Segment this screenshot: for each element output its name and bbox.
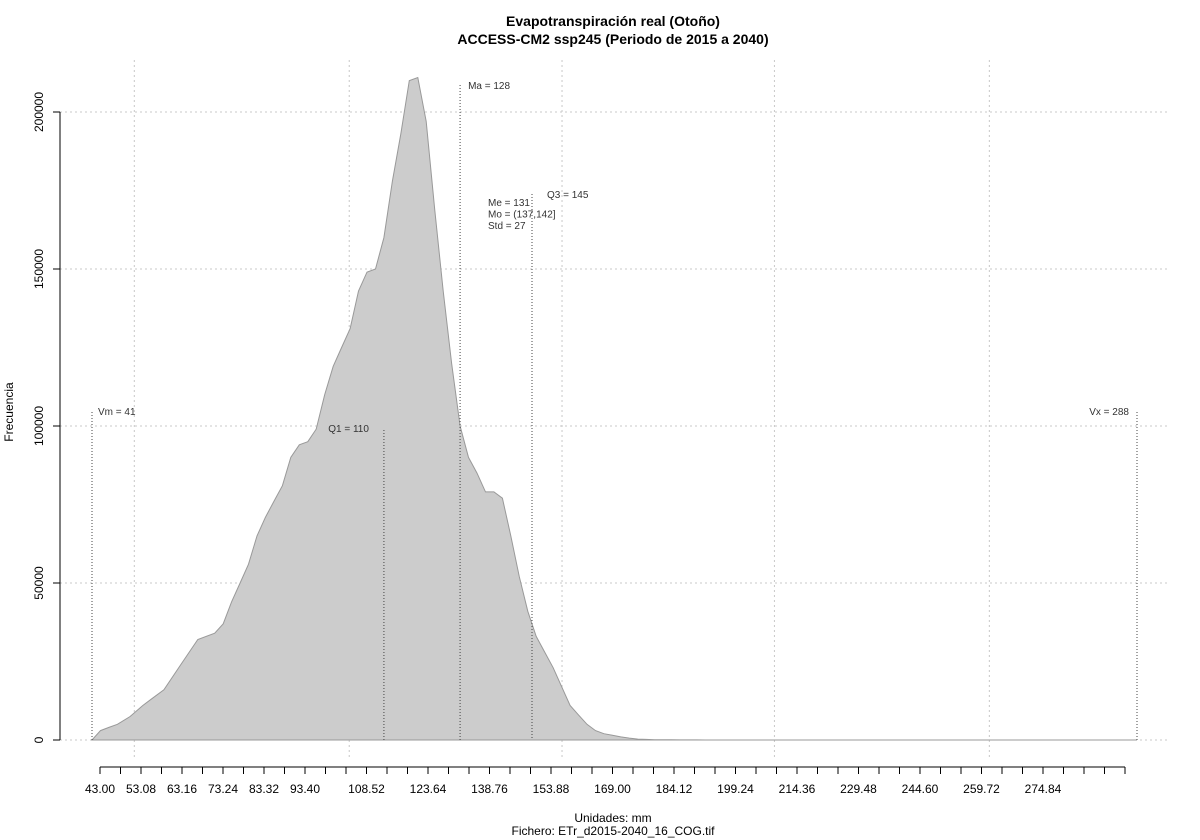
x-tick-label: 43.00: [85, 782, 115, 796]
x-tick-label: 274.84: [1025, 782, 1062, 796]
axes: 0 50000 100000 150000 200000 43.00 53.08 63.16 7…: [32, 92, 1126, 796]
density-area: [90, 76, 1137, 741]
x-tick-label: 169.00: [594, 782, 631, 796]
stat-label: Me = 131: [488, 198, 530, 209]
x-tick-label: 83.32: [249, 782, 279, 796]
x-tick-label: 199.24: [717, 782, 754, 796]
chart-subtitle: ACCESS-CM2 ssp245 (Periodo de 2015 a 204…: [457, 31, 768, 47]
x-tick-label: 108.52: [348, 782, 385, 796]
x-tick-label: 63.16: [167, 782, 197, 796]
marker-label: Vm = 41: [98, 407, 136, 418]
x-axis-label: Unidades: mm: [574, 811, 651, 825]
x-tick-label: 184.12: [656, 782, 693, 796]
x-tick-label: 214.36: [779, 782, 816, 796]
marker-label: Q3 = 145: [547, 190, 589, 201]
stat-label: Mo = (137,142]: [488, 210, 556, 221]
x-tick-label: 73.24: [208, 782, 238, 796]
x-tick-label: 259.72: [963, 782, 1000, 796]
x-tick-label: 244.60: [902, 782, 939, 796]
x-tick-label: 153.88: [533, 782, 570, 796]
marker-label: Q1 = 110: [328, 424, 369, 435]
y-tick-label: 100000: [32, 406, 46, 446]
y-tick-label: 150000: [32, 249, 46, 289]
y-tick-label: 200000: [32, 92, 46, 132]
density-series: [90, 76, 1137, 741]
y-axis-label: Frecuencia: [2, 382, 16, 442]
y-tick-label: 50000: [32, 566, 46, 600]
x-tick-label: 123.64: [410, 782, 447, 796]
file-caption: Fichero: ETr_d2015-2040_16_COG.tif: [512, 824, 716, 838]
x-tick-label: 229.48: [840, 782, 877, 796]
x-tick-label: 53.08: [126, 782, 156, 796]
y-tick-label: 0: [32, 736, 46, 743]
chart-title: Evapotranspiración real (Otoño): [506, 13, 720, 29]
marker-lines: Vm = 41 Q1 = 110 Ma = 128 Q3 = 145 Vx = 288: [91, 81, 1138, 740]
marker-label: Ma = 128: [468, 81, 510, 92]
x-tick-label: 93.40: [290, 782, 320, 796]
marker-label: Vx = 288: [1089, 407, 1129, 418]
x-tick-label: 138.76: [471, 782, 508, 796]
stat-label: Std = 27: [488, 221, 526, 232]
